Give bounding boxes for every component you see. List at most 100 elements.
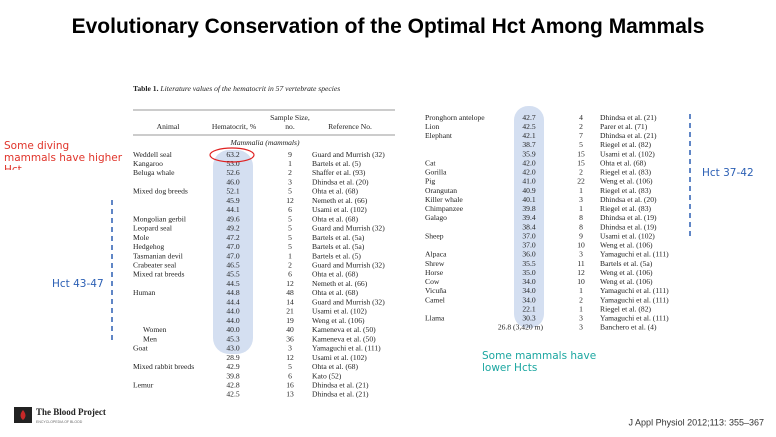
reference-cell: Bartels et al. (5) <box>312 251 361 260</box>
reference-cell: Guard and Murrish (32) <box>312 150 385 159</box>
n-cell: 36 <box>286 334 294 343</box>
reference-cell: Guard and Murrish (32) <box>312 261 385 270</box>
animal-cell: Shrew <box>425 259 445 268</box>
animal-cell: Leopard seal <box>133 224 172 233</box>
n-cell: 7 <box>579 131 583 140</box>
column-header-box: Sample Size, no. <box>270 113 310 131</box>
hct-cell: 36.0 <box>522 250 535 259</box>
hct-cell: 46.0 <box>226 177 239 186</box>
reference-cell: Usami et al. (102) <box>600 231 655 240</box>
reference-cell: Yamaguchi et al. (111) <box>600 295 669 304</box>
n-cell: 2 <box>579 295 583 304</box>
hct-cell: 42.0 <box>522 158 535 167</box>
hct-cell: 42.9 <box>226 362 239 371</box>
citation: J Appl Physiol 2012;113: 355–367 <box>629 417 764 427</box>
reference-cell: Dhindsa et al. (20) <box>600 195 657 204</box>
animal-cell: Mole <box>133 233 150 242</box>
table: Table 1. Literature values of the hemato… <box>133 84 669 399</box>
n-cell: 3 <box>579 314 583 323</box>
reference-cell: Dhindsa et al. (21) <box>312 390 369 399</box>
n-cell: 1 <box>579 204 583 213</box>
highlight <box>213 150 253 354</box>
reference-cell: Kato (52) <box>312 371 342 380</box>
reference-cell: Yamaguchi et al. (111) <box>600 286 669 295</box>
n-cell: 12 <box>286 279 294 288</box>
reference-cell: Usami et al. (102) <box>312 205 367 214</box>
animal-cell: Cat <box>425 158 436 167</box>
animal-cell: Elephant <box>425 131 453 140</box>
animal-cell: Kangaroo <box>133 159 163 168</box>
hct-cell: 44.0 <box>226 316 239 325</box>
column-header: Reference No. <box>328 122 372 131</box>
n-cell: 1 <box>579 186 583 195</box>
n-cell: 5 <box>288 362 292 371</box>
hct-cell: 35.9 <box>522 149 535 158</box>
n-cell: 5 <box>288 214 292 223</box>
hct-cell: 39.8 <box>522 204 535 213</box>
animal-cell: Galago <box>425 213 447 222</box>
n-cell: 2 <box>288 261 292 270</box>
n-cell: 8 <box>579 213 583 222</box>
note: Some mammals have lower Hcts <box>482 350 597 374</box>
n-cell: 15 <box>577 158 585 167</box>
n-cell: 19 <box>286 316 294 325</box>
animal-cell: Gorilla <box>425 168 447 177</box>
animal-cell: Cow <box>425 277 440 286</box>
reference-cell: Usami et al. (102) <box>312 353 367 362</box>
reference-cell: Riegel et al. (82) <box>600 140 651 149</box>
hct-cell: 40.9 <box>522 186 535 195</box>
hct-cell: 49.2 <box>226 224 239 233</box>
reference-cell: Yamaguchi et al. (111) <box>600 314 669 323</box>
animal-cell: Mixed rabbit breeds <box>133 362 194 371</box>
reference-cell: Nemeth et al. (66) <box>312 279 368 288</box>
reference-cell: Ohta et al. (68) <box>312 187 358 196</box>
caption-label: Table 1. <box>133 84 159 93</box>
hct-cell: 30.3 <box>522 314 535 323</box>
hct-cell: 63.2 <box>226 150 239 159</box>
animal-cell: Camel <box>425 295 445 304</box>
highlight <box>514 106 544 328</box>
hct-cell: 34.0 <box>522 277 535 286</box>
reference-cell: Weng et al. (106) <box>600 241 653 250</box>
n-cell: 21 <box>286 307 294 316</box>
hct-cell: 44.4 <box>226 297 239 306</box>
n-cell: 5 <box>288 233 292 242</box>
animal-cell: Mongolian gerbil <box>133 214 186 223</box>
n-cell: 9 <box>288 150 292 159</box>
n-cell: 6 <box>288 270 292 279</box>
n-cell: 12 <box>286 353 294 362</box>
circle <box>209 147 255 163</box>
hct-cell: 44.8 <box>226 288 239 297</box>
logo-subtext: ENCYCLOPEDIA OF BLOOD <box>36 420 83 424</box>
hct-cell: 46.5 <box>226 261 239 270</box>
reference-cell: Bartels et al. (5a) <box>600 259 653 268</box>
n-cell: 16 <box>286 381 294 390</box>
animal-cell: Sheep <box>425 231 444 240</box>
hct-cell: 49.6 <box>226 214 239 223</box>
hct-cell: 44.0 <box>226 307 239 316</box>
n-cell: 5 <box>579 140 583 149</box>
hct-cell: 26.8 (3,420 m) <box>498 323 544 332</box>
n-cell: 13 <box>286 390 294 399</box>
animal-cell: Hedgehog <box>133 242 164 251</box>
reference-cell: Dhindsa et al. (20) <box>312 177 369 186</box>
reference-cell: Shaffer et al. (93) <box>312 168 366 177</box>
n-cell: 40 <box>286 325 294 334</box>
animal-cell: Chimpanzee <box>425 204 464 213</box>
caption-text: Literature values of the hematocrit in 5… <box>159 84 340 93</box>
column-header: Sample Size, no. <box>270 113 310 131</box>
reference-cell: Usami et al. (102) <box>600 149 655 158</box>
animal-cell: Lion <box>425 122 440 131</box>
reference-cell: Usami et al. (102) <box>312 307 367 316</box>
n-cell: 2 <box>579 122 583 131</box>
reference-cell: Guard and Murrish (32) <box>312 297 385 306</box>
reference-cell: Dhindsa et al. (21) <box>312 381 369 390</box>
n-cell: 5 <box>288 224 292 233</box>
hct-cell: 45.9 <box>226 196 239 205</box>
n-cell: 1 <box>288 159 292 168</box>
n-cell: 10 <box>577 277 585 286</box>
hct-cell: 37.0 <box>522 241 535 250</box>
hct-cell: 38.4 <box>522 222 535 231</box>
animal-cell: Men <box>143 334 157 343</box>
